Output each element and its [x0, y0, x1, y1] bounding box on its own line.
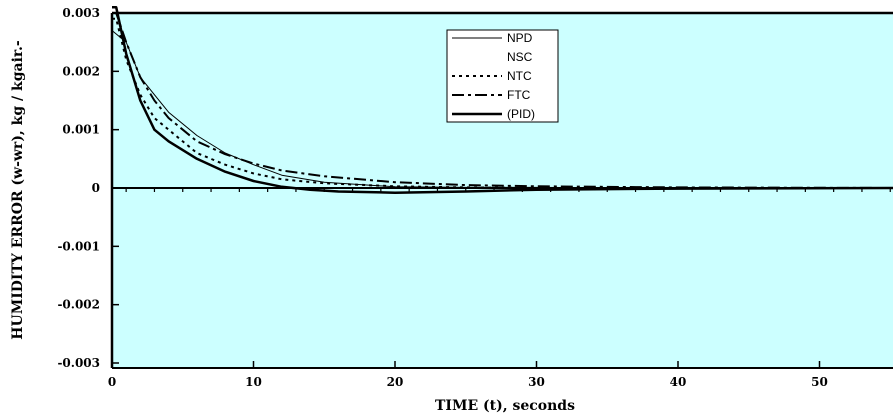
x-axis-title: TIME (t), seconds [435, 398, 575, 414]
legend-label: FTC [507, 88, 531, 102]
y-tick-label: 0.001 [62, 123, 100, 137]
x-tick-label: 50 [811, 375, 828, 389]
y-tick-label: 0.003 [62, 6, 100, 20]
y-tick-label: -0.001 [57, 239, 100, 253]
series-line-pid [112, 5, 893, 194]
x-tick-label: 10 [245, 375, 262, 389]
y-tick-label: 0.002 [62, 64, 100, 78]
legend-label: NPD [507, 31, 533, 45]
y-axis-ticks: 0.003 0.002 0.001 0 -0.001 -0.002 -0.003 [57, 6, 119, 370]
x-tick-label: 40 [670, 375, 687, 389]
legend-box [446, 29, 559, 123]
x-axis-ticks: 0 10 20 30 40 50 [108, 188, 891, 389]
x-tick-label: 0 [108, 375, 116, 389]
y-tick-label: -0.002 [57, 298, 100, 312]
y-axis-title: HUMIDITY ERROR (w-wr), kg / kgair.- [10, 40, 26, 340]
legend-label: NTC [507, 69, 532, 83]
legend-label: NSC [507, 50, 533, 64]
y-tick-label: 0 [92, 181, 100, 195]
y-tick-label: -0.003 [57, 356, 100, 370]
series-line-ftc [112, 12, 893, 189]
x-tick-label: 20 [387, 375, 404, 389]
legend-label: (PID) [507, 107, 535, 121]
legend: NPD NSC NTC FTC (PID) [446, 29, 559, 123]
x-tick-label: 30 [528, 375, 545, 389]
